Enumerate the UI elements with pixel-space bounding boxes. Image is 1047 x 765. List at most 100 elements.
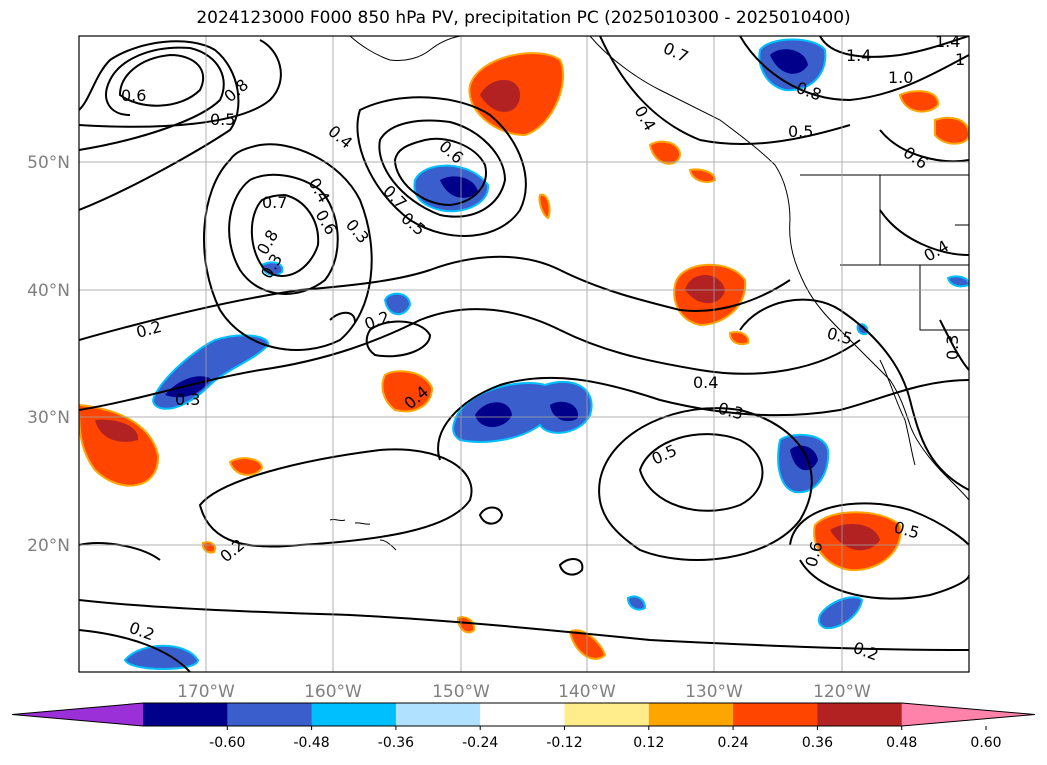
colorbar: -0.60 -0.48 -0.36 -0.24 -0.12 0.12 0.24 0.36 0.4… — [11, 702, 1036, 751]
precip-positive-patch — [201, 541, 216, 554]
precip-negative-patch — [626, 595, 647, 611]
contour-line — [799, 559, 969, 600]
colorbar-segment — [480, 703, 565, 726]
contour-line — [599, 36, 851, 145]
colorbar-segment — [817, 703, 903, 726]
precip-positive-patch — [538, 193, 551, 220]
precip-negative-core — [550, 401, 579, 422]
contour-line — [598, 407, 813, 561]
precip-positive-core — [685, 275, 725, 304]
alaska-coast — [349, 36, 461, 61]
precip-negative-patch — [452, 380, 593, 443]
precip-positive-core — [480, 80, 520, 112]
longitude-labels: 170°W 160°W 150°W 140°W 130°W 120°W — [177, 682, 871, 702]
contour-line — [228, 173, 339, 295]
precip-positive-patch — [934, 116, 969, 145]
precip-negative-patch — [856, 323, 869, 336]
map-title: 2024123000 F000 850 hPa PV, precipitatio… — [196, 8, 851, 28]
baja-coast — [879, 359, 916, 466]
precip-positive-patch — [456, 616, 476, 634]
state-borders — [800, 174, 969, 331]
contour-line — [203, 143, 373, 351]
contour-line — [118, 53, 205, 107]
colorbar-tick-label: -0.48 — [293, 735, 329, 751]
colorbar-tick-label: -0.36 — [378, 735, 414, 751]
precip-positive-patch — [381, 370, 434, 413]
gridlines — [79, 36, 969, 672]
lon-label-150w: 150°W — [432, 682, 490, 702]
contour-label: 0.7 — [262, 193, 287, 212]
contour-line — [789, 502, 969, 546]
precip-positive-patch — [228, 457, 264, 476]
precip-positive-patch — [648, 140, 682, 165]
colorbar-tick-label: 0.24 — [718, 735, 749, 751]
precip-positive-core — [95, 419, 139, 442]
contour-line — [437, 376, 969, 461]
contour-label: 0.3 — [943, 335, 962, 360]
contour-line — [879, 209, 969, 256]
contour-line — [365, 320, 432, 358]
contour-label: 1.4 — [935, 32, 960, 51]
contour-line — [250, 193, 320, 277]
contour-line — [79, 255, 791, 341]
colorbar-tick-label: 0.36 — [802, 735, 833, 751]
contour-line — [79, 629, 191, 672]
contour-line — [378, 119, 507, 218]
contour-line — [739, 36, 969, 102]
contour-label: 0.4 — [693, 373, 718, 392]
colorbar-tick-label: -0.24 — [462, 735, 498, 751]
contour-line — [198, 448, 473, 548]
lon-label-160w: 160°W — [304, 682, 362, 702]
colorbar-tick-label: -0.60 — [209, 735, 245, 751]
colorbar-outline — [11, 702, 1036, 727]
contour-label: 0.3 — [175, 390, 200, 409]
colorbar-tick-label: 0.48 — [886, 735, 917, 751]
lat-label-50n: 50°N — [27, 153, 70, 173]
precip-negative-patch — [383, 292, 412, 316]
precip-negative-core — [440, 176, 478, 198]
colorbar-extend-high — [901, 703, 1035, 726]
north-america-coast — [589, 36, 969, 501]
contour-line — [79, 599, 969, 651]
contour-line — [879, 129, 969, 163]
contour-label: 1.0 — [888, 68, 913, 87]
colorbar-extend-low — [12, 703, 143, 726]
contour-label: 0.5 — [788, 122, 813, 141]
contour-line — [739, 298, 969, 491]
precip-negative-core — [165, 376, 210, 398]
precip-positive-patch — [898, 90, 940, 113]
colorbar-segment — [311, 703, 397, 726]
contour-line — [393, 137, 487, 207]
colorbar-segment — [648, 703, 734, 726]
contour-label: 0.6 — [121, 86, 146, 105]
precip-positive-patch — [728, 331, 750, 346]
lat-label-30n: 30°N — [27, 408, 70, 428]
colorbar-segment — [733, 703, 818, 726]
lon-label-140w: 140°W — [558, 682, 616, 702]
colorbar-tick-label: 0.60 — [970, 735, 1001, 751]
lat-label-40n: 40°N — [27, 281, 70, 301]
contour-line — [79, 46, 225, 151]
map-frame — [78, 35, 970, 673]
colorbar-segment — [143, 703, 228, 726]
contour-line — [356, 96, 527, 237]
precip-negative-core — [790, 445, 818, 471]
precip-positive-patch — [688, 168, 717, 183]
contour-label: 1.4 — [846, 46, 871, 65]
lon-label-120w: 120°W — [813, 682, 871, 702]
contour-line — [939, 319, 969, 371]
contour-label: 1 — [955, 50, 965, 69]
colorbar-tick-label: 0.12 — [633, 735, 664, 751]
contour-line — [638, 433, 764, 512]
island-chain — [329, 518, 397, 551]
contour-line — [79, 39, 282, 128]
contour-line — [79, 308, 861, 411]
latitude-labels: 50°N 40°N 30°N 20°N — [27, 153, 70, 556]
lat-label-20n: 20°N — [27, 536, 70, 556]
contour-line — [478, 506, 504, 525]
precip-negative-core — [475, 402, 512, 428]
colorbar-tick-label: -0.12 — [546, 735, 582, 751]
colorbar-segment — [227, 703, 313, 726]
contour-line — [79, 40, 240, 211]
